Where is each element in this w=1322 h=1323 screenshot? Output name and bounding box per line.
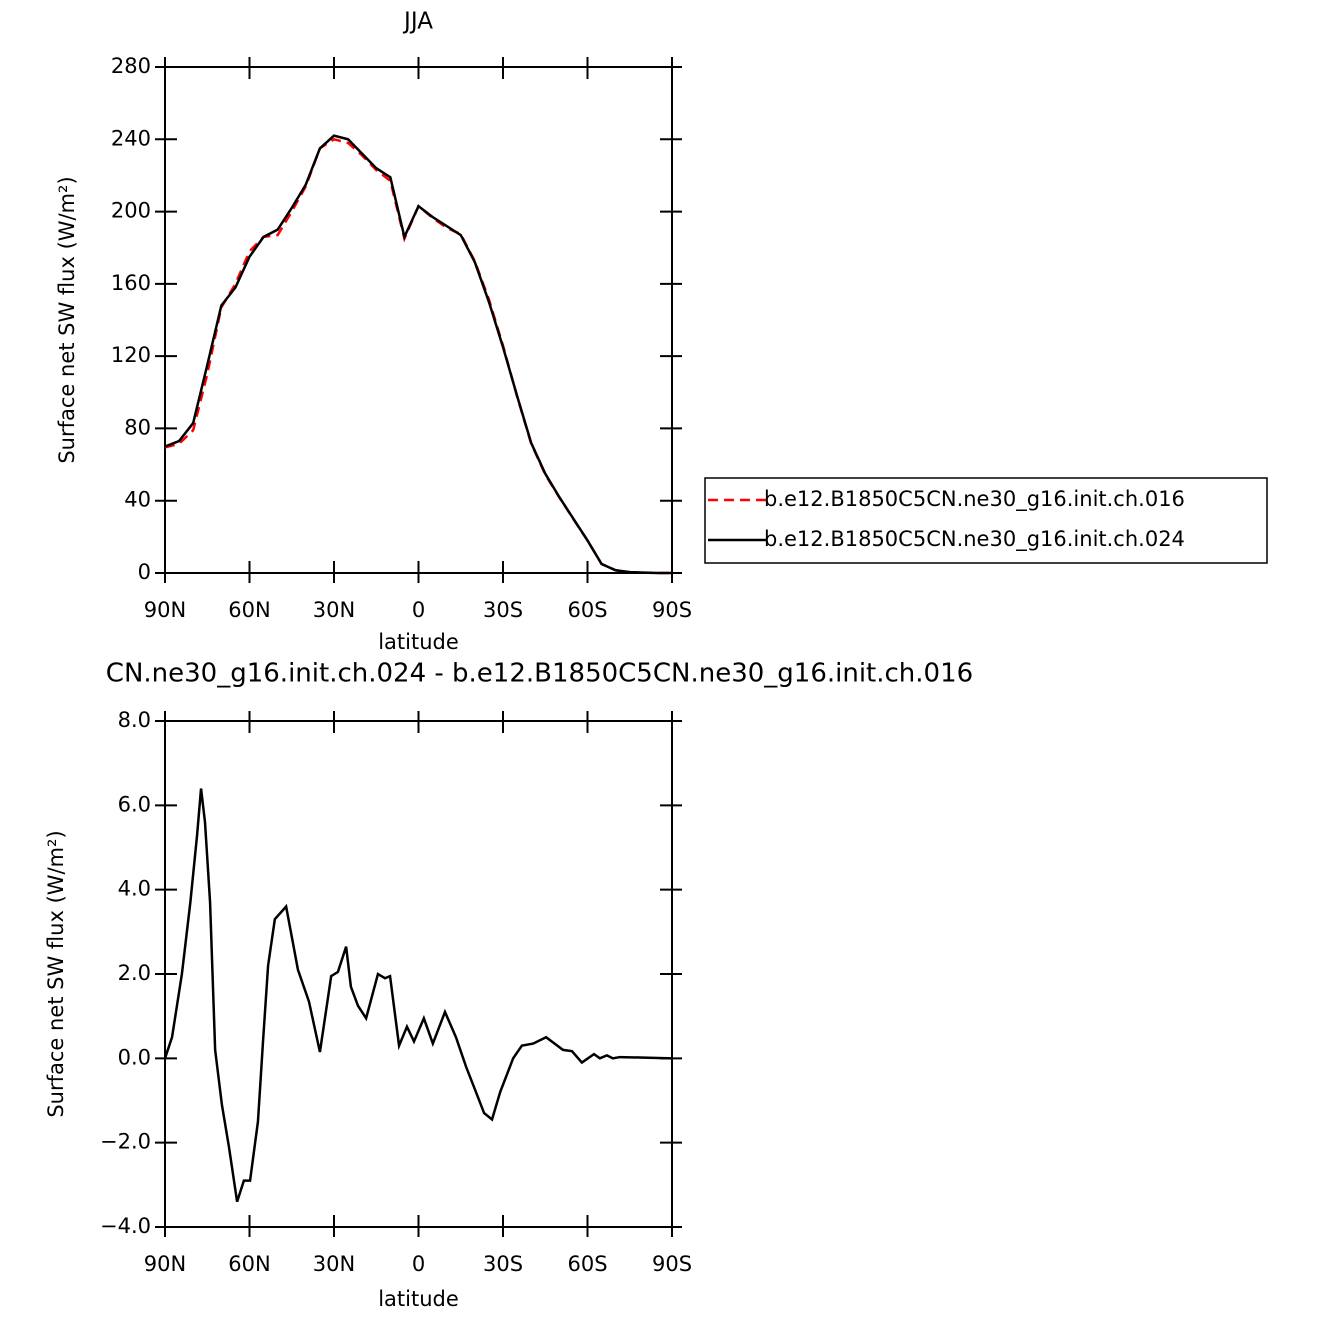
- x-tick-label: 60N: [228, 598, 270, 622]
- y-tick-label: 200: [111, 199, 151, 223]
- data-line: [164, 137, 672, 575]
- y-tick-label: 8.0: [118, 708, 151, 732]
- chart-title: JJA: [402, 9, 433, 35]
- plot-frame: [164, 66, 673, 574]
- x-tick-label: 0: [412, 1252, 425, 1276]
- data-line: [164, 134, 672, 575]
- legend-box: [704, 477, 1268, 564]
- plot-frame: [164, 720, 673, 1228]
- y-axis-label: Surface net SW flux (W/m²): [55, 176, 79, 463]
- y-tick-label: 240: [111, 126, 151, 150]
- y-tick-label: 4.0: [118, 877, 151, 901]
- x-tick-label: 30S: [483, 598, 523, 622]
- x-axis-label: latitude: [378, 630, 459, 654]
- data-line: [163, 788, 673, 1203]
- y-tick-label: 80: [124, 415, 151, 439]
- y-tick-label: 280: [111, 54, 151, 78]
- x-axis-label: latitude: [378, 1287, 459, 1311]
- x-tick-label: 90N: [144, 1252, 186, 1276]
- x-tick-label: 30N: [313, 1252, 355, 1276]
- x-tick-label: 60N: [228, 1252, 270, 1276]
- x-tick-label: 30S: [483, 1252, 523, 1276]
- y-tick-label: 160: [111, 271, 151, 295]
- x-tick-label: 30N: [313, 598, 355, 622]
- y-tick-label: 40: [124, 488, 151, 512]
- legend-label: b.e12.B1850C5CN.ne30_g16.init.ch.024: [764, 527, 1185, 552]
- y-tick-label: 0.0: [118, 1045, 151, 1069]
- legend-label: b.e12.B1850C5CN.ne30_g16.init.ch.016: [764, 487, 1185, 512]
- y-tick-label: 6.0: [118, 792, 151, 816]
- y-tick-label: 120: [111, 343, 151, 367]
- x-tick-label: 0: [412, 598, 425, 622]
- x-tick-label: 90S: [652, 598, 692, 622]
- y-axis-label: Surface net SW flux (W/m²): [44, 830, 68, 1117]
- x-tick-label: 90S: [652, 1252, 692, 1276]
- chart-title: CN.ne30_g16.init.ch.024 - b.e12.B1850C5C…: [106, 659, 973, 689]
- y-tick-label: −2.0: [100, 1130, 151, 1154]
- y-tick-label: 0: [138, 560, 151, 584]
- y-tick-label: 2.0: [118, 961, 151, 985]
- x-tick-label: 60S: [567, 598, 607, 622]
- x-tick-label: 60S: [567, 1252, 607, 1276]
- x-tick-label: 90N: [144, 598, 186, 622]
- y-tick-label: −4.0: [100, 1214, 151, 1238]
